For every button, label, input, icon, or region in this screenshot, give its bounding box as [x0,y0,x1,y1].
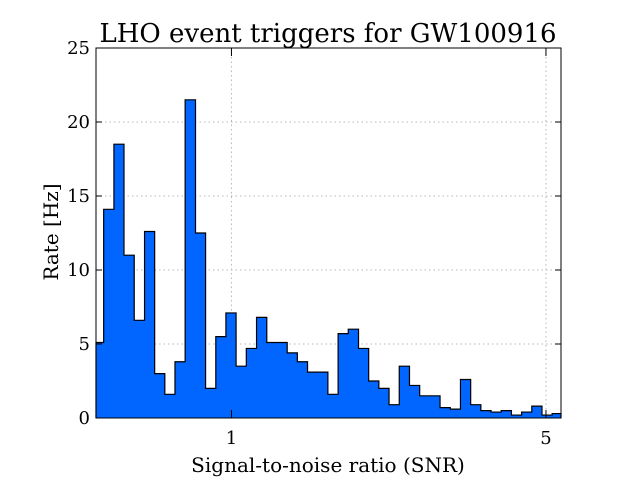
y-tick-label: 5 [79,334,90,355]
histogram-bar [205,388,217,418]
histogram-bar [144,231,156,418]
histogram-bar [276,342,288,418]
histogram-bars [96,99,562,419]
histogram-bar [450,409,461,418]
histogram-bar [541,415,553,418]
histogram-bar [440,407,451,418]
y-tick-label: 25 [67,38,90,59]
histogram-bar [246,348,257,418]
histogram-bar [123,255,135,418]
histogram-bar [470,404,482,418]
histogram-bar [511,415,523,418]
histogram-bar [174,361,186,418]
y-axis-label: Rate [Hz] [39,183,63,280]
y-tick-label: 15 [67,186,90,207]
histogram-bar [134,320,145,418]
histogram-bar [460,379,472,418]
chart-title: LHO event triggers for GW100916 [99,19,556,49]
histogram-bar [480,410,492,418]
histogram-bar [338,333,349,418]
histogram-bar [256,317,268,418]
histogram-bar [552,413,562,418]
histogram-bar [287,352,298,418]
histogram-bar [327,394,339,418]
histogram-bar [164,394,176,418]
histogram-bar [266,342,278,418]
histogram-bar [389,404,400,418]
axis-ticks [96,47,561,419]
histogram-bar [236,366,247,418]
histogram-bar [409,385,421,418]
histogram-bar [215,336,227,418]
histogram-bar [113,144,125,418]
histogram-bar [491,412,502,418]
histogram-bar [348,329,359,418]
histogram-bar [419,395,431,418]
histogram-bar [317,372,329,418]
x-tick-label: 1 [226,428,237,449]
histogram-bar [531,406,543,418]
histogram-bar [429,395,441,418]
grid-lines [96,48,561,418]
y-tick-label: 10 [67,260,90,281]
x-tick-label: 5 [540,428,551,449]
histogram-bar [368,381,380,418]
histogram-bar [399,366,410,418]
y-tick-labels: 0 5 10 15 20 25 [67,38,90,429]
y-tick-label: 0 [79,408,90,429]
histogram-bar [297,361,308,418]
histogram-outline [95,99,562,418]
histogram-bar [521,412,533,418]
histogram-bar [378,388,390,418]
histogram-bar [307,372,319,418]
histogram-bar [195,233,206,418]
x-axis-label: Signal-to-noise ratio (SNR) [191,453,465,477]
histogram-bar [501,410,512,418]
histogram-bar [358,348,370,418]
plot-frame [95,47,562,419]
histogram-bar [103,209,115,418]
histogram-bar [154,373,166,418]
histogram-bar [185,99,196,419]
histogram-bar [225,312,237,418]
y-tick-label: 20 [67,112,90,133]
histogram-bar [96,342,105,418]
